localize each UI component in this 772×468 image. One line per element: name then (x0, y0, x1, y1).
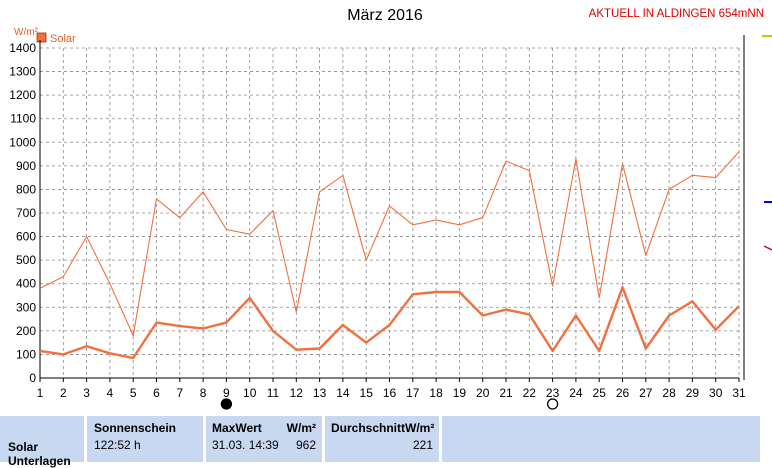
y-tick-label: 200 (16, 324, 36, 338)
x-tick-label: 12 (290, 386, 304, 400)
sunshine-value: 122:52 h (94, 438, 141, 452)
x-tick-label: 27 (639, 386, 653, 400)
y-tick-label: 600 (16, 230, 36, 244)
right-indicator-red (763, 245, 772, 251)
solar-chart: März 2016 AKTUELL IN ALDINGEN 654mNN Sol… (9, 7, 772, 410)
x-tick-label: 26 (616, 386, 630, 400)
chart-title: März 2016 (347, 7, 423, 24)
x-tick-label: 7 (176, 386, 183, 400)
legend-swatch (36, 32, 47, 43)
x-tick-label: 14 (336, 386, 350, 400)
full-moon-icon (546, 398, 559, 410)
x-tick-label: 31 (732, 386, 746, 400)
y-tick-label: 800 (16, 182, 36, 196)
y-tick-label: 500 (16, 253, 36, 267)
x-tick-label: 20 (476, 386, 490, 400)
sunshine-cell: Sonnenschein 122:52 h (87, 416, 203, 462)
max-datetime: 31.03. 14:39 (212, 438, 279, 452)
y-tick-label: 1000 (9, 135, 36, 149)
x-tick-label: 3 (83, 386, 90, 400)
y-tick-label: 100 (16, 347, 36, 361)
x-tick-label: 29 (686, 386, 700, 400)
x-tick-label: 28 (662, 386, 676, 400)
x-tick-label: 11 (267, 386, 280, 400)
x-tick-label: 6 (153, 386, 160, 400)
y-tick-label: 300 (16, 300, 36, 314)
x-tick-label: 17 (406, 386, 420, 400)
x-tick-label: 18 (429, 386, 443, 400)
axis-layer: 0 100 200 300 400 500 600 700 800 900 1000 1100 1200… (9, 40, 746, 400)
y-tick-label: 700 (16, 206, 36, 220)
x-tick-label: 24 (569, 386, 583, 400)
max-header: MaxWert (212, 421, 262, 435)
y-tick-label: 1400 (9, 41, 36, 55)
moon-markers (220, 398, 559, 410)
x-tick-label: 21 (499, 386, 513, 400)
x-tick-label: 8 (200, 386, 207, 400)
avg-value: 221 (412, 438, 433, 452)
y-tick-label: 900 (16, 159, 36, 173)
new-moon-icon (220, 398, 233, 410)
y-axis-unit: W/m² (14, 27, 39, 38)
x-tick-label: 30 (709, 386, 723, 400)
sunshine-header: Sonnenschein (94, 421, 177, 435)
x-tick-label: 22 (523, 386, 537, 400)
stats-table: Solar Unterlagen Sonnenschein 122:52 h M… (0, 412, 772, 468)
x-tick-label: 10 (243, 386, 257, 400)
x-tick-label: 23 (546, 386, 560, 400)
x-tick-label: 2 (60, 386, 67, 400)
stats-row-label: Solar (8, 440, 39, 454)
y-tick-label: 0 (29, 371, 36, 385)
x-tick-label: 19 (453, 386, 467, 400)
stats-row-label-cell: Solar Unterlagen (0, 416, 84, 468)
x-tick-label: 9 (223, 386, 230, 400)
series-line-max (39, 151, 740, 337)
y-tick-label: 1200 (9, 88, 36, 102)
x-tick-label: 1 (37, 386, 44, 400)
x-tick-label: 16 (383, 386, 397, 400)
avg-cell: DurchschnittW/m² 221 (325, 416, 439, 462)
x-tick-label: 5 (130, 386, 137, 400)
stats-empty-cell (442, 416, 760, 462)
avg-header: DurchschnittW/m² (331, 421, 435, 435)
x-tick-label: 4 (107, 386, 114, 400)
x-tick-label: 15 (360, 386, 374, 400)
grid-layer (40, 47, 740, 378)
y-tick-label: 1300 (9, 65, 36, 79)
max-cell: MaxWert W/m² 31.03. 14:39 962 (206, 416, 322, 462)
max-unit: W/m² (286, 421, 316, 435)
max-value: 962 (295, 438, 316, 452)
x-tick-label: 13 (313, 386, 327, 400)
y-tick-label: 400 (16, 277, 36, 291)
y-tick-label: 1100 (10, 112, 36, 126)
legend-label: Solar (50, 33, 76, 45)
series-line-average (39, 286, 740, 360)
x-tick-label: 25 (593, 386, 607, 400)
station-label: AKTUELL IN ALDINGEN 654mNN (589, 8, 764, 20)
stats-row-sublabel: Unterlagen (8, 454, 71, 468)
series-layer (39, 151, 740, 360)
